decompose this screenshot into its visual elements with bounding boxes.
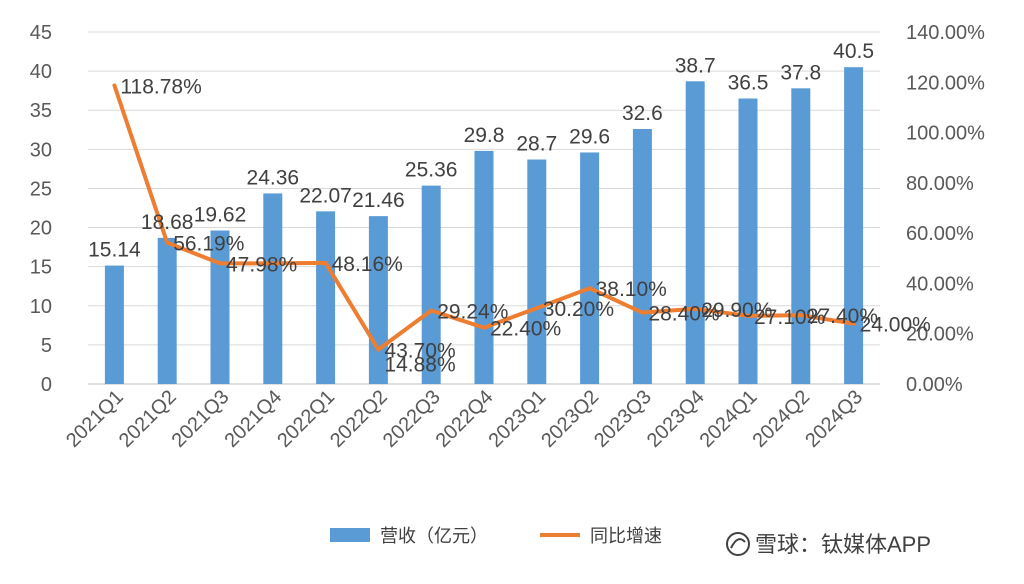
revenue-bar [104, 265, 124, 384]
revenue-bar [474, 150, 494, 384]
revenue-bar [844, 67, 864, 384]
revenue-bar [157, 237, 177, 384]
x-axis-tick-label: 2024Q3 [801, 386, 867, 452]
revenue-bar-label: 24.36 [247, 166, 300, 189]
revenue-bar-label: 36.5 [728, 71, 769, 94]
legend-label-revenue: 营收（亿元） [380, 526, 488, 546]
revenue-bar-label: 22.07 [299, 184, 352, 207]
x-axis-ticks: 2021Q12021Q22021Q32021Q42022Q12022Q22022… [62, 386, 867, 452]
x-axis-tick-label: 2023Q1 [484, 386, 550, 452]
x-axis-tick-label: 2022Q4 [432, 386, 498, 452]
revenue-bar [685, 81, 705, 384]
revenue-bar [580, 152, 600, 384]
left-axis-tick-label: 0 [41, 374, 52, 396]
watermark: 雪球：钛媒体APP [726, 532, 931, 557]
x-axis-tick-label: 2024Q2 [748, 386, 814, 452]
right-axis-tick-label: 140.00% [906, 22, 985, 44]
revenue-bar-label: 18.68 [141, 211, 194, 234]
revenue-bar-label: 29.6 [569, 125, 610, 148]
growth-line-label: 43.70% [384, 340, 455, 363]
growth-line-labels: 118.78%56.19%47.98% 48.16%43.70%29.24%22.… [120, 75, 930, 376]
revenue-bar [738, 98, 758, 384]
revenue-bar-label: 15.14 [88, 239, 141, 262]
x-axis-tick-label: 2023Q2 [537, 386, 603, 452]
growth-line-label: 118.78% [120, 75, 201, 98]
revenue-bar [527, 159, 547, 384]
revenue-bar-label: 29.8 [464, 124, 505, 147]
left-axis-tick-label: 45 [30, 22, 52, 44]
x-axis-tick-label: 2021Q3 [168, 386, 234, 452]
growth-line-label: 38.10% [596, 278, 667, 301]
x-axis-tick-label: 2021Q1 [62, 386, 128, 452]
growth-line-label: 29.90% [701, 299, 772, 322]
right-axis-tick-label: 20.00% [906, 324, 974, 346]
legend-label-growth: 同比增速 [590, 526, 662, 546]
revenue-bar [632, 128, 652, 384]
x-axis-tick-label: 2021Q2 [115, 386, 181, 452]
revenue-bar-label: 40.5 [833, 40, 874, 63]
left-axis-tick-label: 15 [30, 257, 52, 279]
revenue-bar [421, 185, 441, 384]
growth-line [112, 83, 856, 352]
growth-line-label: 22.40% [490, 318, 561, 341]
x-axis-tick-label: 2021Q4 [220, 386, 286, 452]
left-axis-tick-label: 10 [30, 296, 52, 318]
snowball-logo-icon [726, 532, 750, 556]
revenue-bar-label: 37.8 [780, 61, 821, 84]
left-axis-tick-label: 35 [30, 100, 52, 122]
right-axis-tick-label: 40.00% [906, 273, 974, 295]
right-axis-tick-label: 120.00% [906, 72, 985, 94]
growth-line-label: 48.16% [332, 253, 403, 276]
growth-line-label: 14.88% [384, 354, 455, 377]
revenue-bar-label: 38.7 [675, 54, 716, 77]
x-axis-tick-label: 2022Q3 [379, 386, 445, 452]
left-axis-tick-label: 25 [30, 178, 52, 200]
growth-line-label: 27.40% [807, 305, 878, 328]
left-axis-tick-label: 30 [30, 139, 52, 161]
right-axis-tick-label: 60.00% [906, 223, 974, 245]
legend-swatch-revenue [330, 528, 370, 542]
x-axis-tick-label: 2024Q1 [696, 386, 762, 452]
revenue-bar [791, 88, 811, 384]
left-axis-tick-label: 5 [41, 335, 52, 357]
revenue-bar-label: 25.36 [405, 159, 458, 182]
revenue-bar-label: 19.62 [194, 204, 247, 227]
right-axis-tick-label: 0.00% [906, 374, 963, 396]
right-axis-tick-label: 80.00% [906, 173, 974, 195]
snowball-logo-swirl-icon [730, 538, 746, 549]
watermark-text: 雪球：钛媒体APP [755, 532, 931, 557]
growth-line-label: 29.24% [437, 300, 508, 323]
right-axis-tick-label: 100.00% [906, 123, 985, 145]
growth-line-series [112, 83, 856, 352]
growth-line-label: 27.10% [754, 306, 825, 329]
left-axis-ticks: 0 5 10 15 20 25 30 35 40 45 [30, 22, 52, 396]
left-axis-tick-label: 20 [30, 218, 52, 240]
x-axis-tick-label: 2022Q2 [326, 386, 392, 452]
growth-line-label: 56.19% [173, 233, 244, 256]
growth-line-label: 47.98% [226, 253, 297, 276]
growth-line-label: 24.00% [860, 314, 931, 337]
revenue-bar [263, 193, 283, 384]
revenue-bar-label: 28.7 [516, 133, 557, 156]
x-axis-tick-label: 2023Q4 [643, 386, 709, 452]
right-axis-ticks: 0.00% 20.00% 40.00% 60.00% 80.00% 100.00% 120.… [906, 22, 985, 396]
legend: 营收（亿元） 同比增速 [330, 526, 662, 546]
revenue-bar-label: 32.6 [622, 102, 663, 125]
revenue-bar-label: 21.46 [352, 189, 405, 212]
x-axis-tick-label: 2023Q3 [590, 386, 656, 452]
revenue-bar [210, 230, 230, 384]
x-axis-tick-label: 2022Q1 [273, 386, 339, 452]
left-axis-tick-label: 40 [30, 61, 52, 83]
revenue-bar [316, 211, 336, 384]
growth-line-label: 28.40% [648, 303, 719, 326]
growth-line-label: 30.20% [543, 298, 614, 321]
